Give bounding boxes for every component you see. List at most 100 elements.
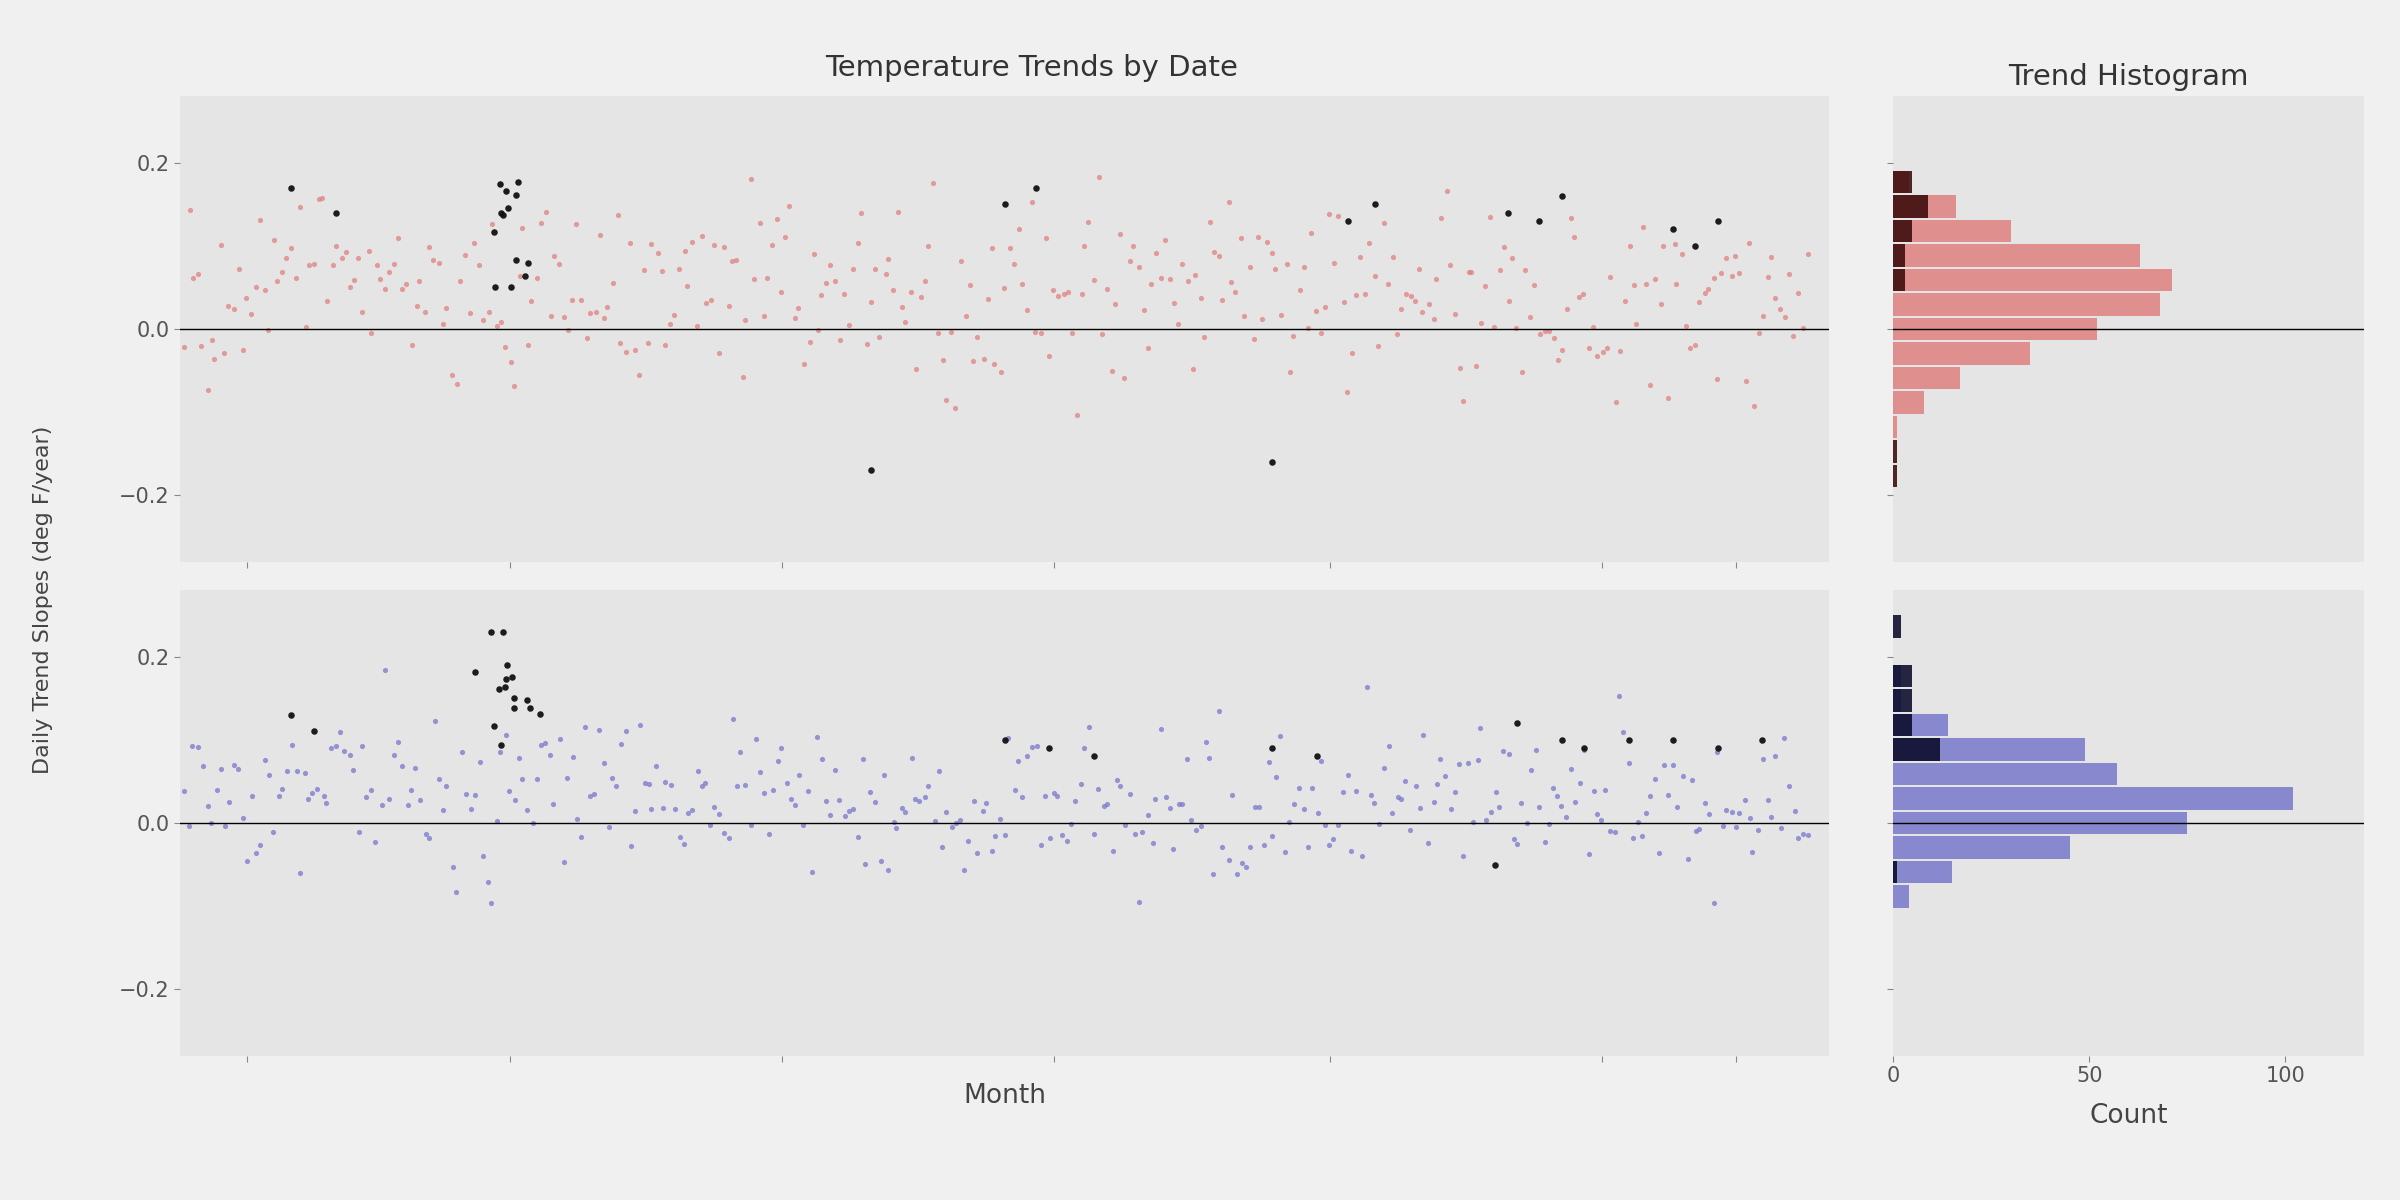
- Point: [1649, 786, 1687, 805]
- Point: [238, 844, 276, 863]
- Point: [528, 203, 566, 222]
- Point: [1226, 858, 1265, 877]
- Point: [1075, 746, 1114, 766]
- Bar: [1894, 689, 1901, 712]
- Point: [1699, 738, 1738, 757]
- Point: [1591, 821, 1630, 840]
- Point: [1018, 178, 1056, 197]
- Point: [636, 756, 674, 775]
- Point: [682, 226, 720, 245]
- Point: [307, 292, 346, 311]
- Point: [1056, 791, 1094, 810]
- Point: [1049, 832, 1087, 851]
- Point: [334, 270, 372, 289]
- Point: [598, 776, 636, 796]
- Point: [1421, 208, 1459, 227]
- Point: [1481, 798, 1519, 817]
- Point: [521, 734, 559, 754]
- Point: [1740, 323, 1778, 342]
- Point: [972, 239, 1010, 258]
- Point: [518, 269, 557, 288]
- Point: [1522, 325, 1560, 344]
- Bar: [1894, 763, 2117, 785]
- Point: [1783, 824, 1822, 844]
- Point: [672, 800, 710, 820]
- Point: [170, 200, 209, 220]
- Point: [1082, 324, 1121, 343]
- Point: [389, 796, 427, 815]
- Point: [331, 277, 370, 296]
- Point: [1013, 192, 1051, 211]
- Point: [1466, 810, 1505, 829]
- Point: [1462, 313, 1500, 332]
- Point: [780, 766, 818, 785]
- Point: [166, 781, 204, 800]
- Point: [1706, 248, 1745, 268]
- Point: [943, 252, 982, 271]
- Point: [1241, 798, 1279, 817]
- Bar: [1894, 738, 2086, 761]
- Point: [1346, 677, 1385, 696]
- Point: [535, 246, 574, 265]
- Point: [1236, 798, 1274, 817]
- Point: [982, 810, 1020, 829]
- Point: [1690, 804, 1728, 823]
- Point: [317, 236, 355, 256]
- Point: [1507, 814, 1546, 833]
- Point: [1637, 769, 1675, 788]
- Point: [410, 829, 449, 848]
- Point: [257, 271, 295, 290]
- Point: [1435, 304, 1474, 323]
- Point: [1596, 392, 1634, 412]
- Point: [1159, 794, 1198, 814]
- Point: [1555, 792, 1594, 811]
- Point: [1459, 750, 1498, 769]
- Point: [262, 263, 300, 282]
- Point: [655, 800, 694, 820]
- Point: [852, 461, 890, 480]
- Point: [1452, 262, 1490, 281]
- Point: [806, 274, 845, 293]
- Point: [794, 245, 833, 264]
- Point: [1764, 728, 1802, 748]
- Bar: [1894, 318, 2098, 341]
- Point: [307, 793, 346, 812]
- Point: [1066, 739, 1104, 758]
- Point: [1577, 804, 1615, 823]
- Point: [1248, 233, 1286, 252]
- Point: [209, 296, 247, 316]
- Point: [473, 893, 511, 912]
- Point: [1253, 244, 1291, 263]
- Point: [1560, 774, 1598, 793]
- Point: [1582, 810, 1620, 829]
- Point: [451, 799, 490, 818]
- Point: [1670, 338, 1709, 358]
- Point: [1783, 318, 1822, 337]
- Point: [1445, 846, 1483, 865]
- Point: [1382, 299, 1421, 318]
- Point: [545, 307, 583, 326]
- Point: [1128, 338, 1166, 358]
- Point: [1654, 220, 1692, 239]
- Point: [1409, 294, 1447, 313]
- Point: [619, 365, 658, 384]
- Point: [1097, 294, 1135, 313]
- Point: [732, 816, 770, 835]
- Point: [1654, 730, 1692, 749]
- Point: [413, 251, 451, 270]
- Point: [1627, 275, 1666, 294]
- Point: [914, 811, 953, 830]
- Point: [607, 343, 646, 362]
- Point: [1416, 270, 1454, 289]
- Point: [1529, 815, 1567, 834]
- Point: [1008, 300, 1046, 319]
- Point: [386, 275, 425, 294]
- Point: [173, 269, 211, 288]
- Point: [530, 745, 569, 764]
- Point: [1361, 814, 1399, 833]
- Bar: [1894, 811, 2186, 834]
- Point: [504, 218, 542, 238]
- Point: [1526, 833, 1565, 852]
- Point: [1699, 211, 1738, 230]
- Point: [1138, 242, 1176, 262]
